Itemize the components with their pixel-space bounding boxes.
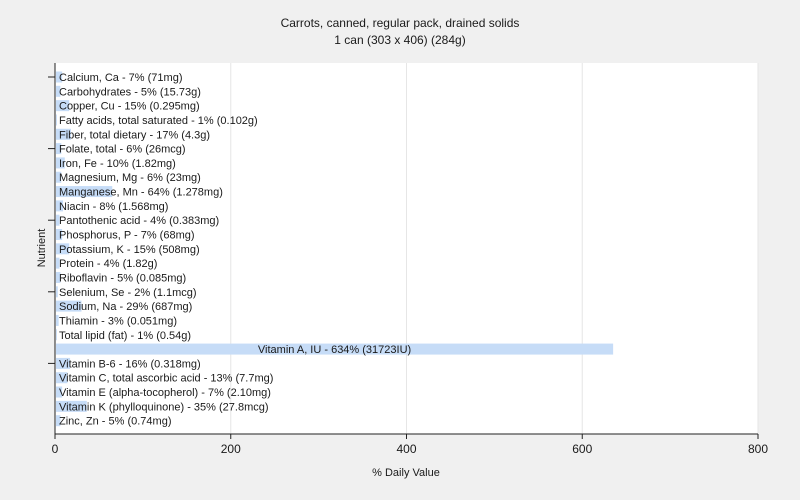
bar-label: Sodium, Na - 29% (687mg) (59, 301, 192, 313)
bar (56, 343, 614, 355)
chart-title: Carrots, canned, regular pack, drained s… (281, 16, 520, 30)
bar-label: Vitamin K (phylloquinone) - 35% (27.8mcg… (59, 401, 269, 413)
bar-label: Total lipid (fat) - 1% (0.54g) (59, 330, 191, 342)
x-tick-label: 400 (396, 442, 416, 456)
bar-label: Iron, Fe - 10% (1.82mg) (59, 158, 176, 170)
bar (56, 372, 68, 384)
bar (56, 329, 57, 341)
bar (56, 357, 71, 369)
bar-label: Pantothenic acid - 4% (0.383mg) (59, 215, 219, 227)
bar-labels: Calcium, Ca - 7% (71mg) Carbohydrates - 5… (59, 72, 411, 428)
bar-label: Potassium, K - 15% (508mg) (59, 244, 200, 256)
x-ticks: 0 200 400 600 800 (52, 434, 768, 456)
bar-label: Riboflavin - 5% (0.085mg) (59, 272, 186, 284)
bar (56, 314, 59, 326)
bar (56, 200, 64, 212)
bar (56, 128, 71, 140)
bar (56, 214, 60, 226)
bar (56, 157, 65, 169)
bar-label: Folate, total - 6% (26mcg) (59, 144, 186, 156)
bar (56, 171, 62, 183)
bar (56, 400, 87, 412)
bar (56, 271, 61, 283)
bar-label: Vitamin C, total ascorbic acid - 13% (7.… (59, 373, 273, 385)
bar-label: Vitamin A, IU - 634% (31723IU) (258, 344, 411, 356)
grid-lines (230, 63, 759, 434)
x-tick-label: 200 (221, 442, 241, 456)
x-axis-label: % Daily Value (372, 467, 440, 479)
bar-label: Niacin - 8% (1.568mg) (59, 201, 168, 213)
bar-label: Phosphorus, P - 7% (68mg) (59, 230, 195, 242)
bar-label: Manganese, Mn - 64% (1.278mg) (59, 187, 223, 199)
bar-label: Thiamin - 3% (0.051mg) (59, 315, 177, 327)
bar (56, 100, 70, 112)
bar (56, 286, 58, 298)
bar-label: Vitamin B-6 - 16% (0.318mg) (59, 358, 201, 370)
bar-label: Copper, Cu - 15% (0.295mg) (59, 101, 200, 113)
bar-label: Carbohydrates - 5% (15.73g) (59, 86, 201, 98)
bar (56, 71, 63, 83)
bar (56, 114, 57, 126)
bar (56, 300, 82, 312)
x-tick-label: 600 (572, 442, 592, 456)
bars (56, 71, 614, 427)
bar-label: Magnesium, Mg - 6% (23mg) (59, 172, 201, 184)
bar-label: Fatty acids, total saturated - 1% (0.102… (59, 115, 258, 127)
y-axis-label: Nutrient (36, 229, 48, 268)
bar-label: Fiber, total dietary - 17% (4.3g) (59, 129, 210, 141)
bar-label: Selenium, Se - 2% (1.1mcg) (59, 287, 197, 299)
bar-label: Calcium, Ca - 7% (71mg) (59, 72, 182, 84)
x-tick-label: 800 (748, 442, 768, 456)
bar (56, 143, 62, 155)
bar-label: Vitamin E (alpha-tocopherol) - 7% (2.10m… (59, 387, 271, 399)
bar (56, 186, 113, 198)
bar (56, 85, 61, 97)
bar (56, 386, 63, 398)
bar-label: Zinc, Zn - 5% (0.74mg) (59, 416, 171, 428)
bar (56, 415, 61, 427)
bar-label: Protein - 4% (1.82g) (59, 258, 157, 270)
chart-subtitle: 1 can (303 x 406) (284g) (334, 33, 465, 47)
bar (56, 243, 70, 255)
bar (56, 229, 63, 241)
y-ticks (48, 76, 55, 364)
bar (56, 257, 60, 269)
x-tick-label: 0 (52, 442, 59, 456)
